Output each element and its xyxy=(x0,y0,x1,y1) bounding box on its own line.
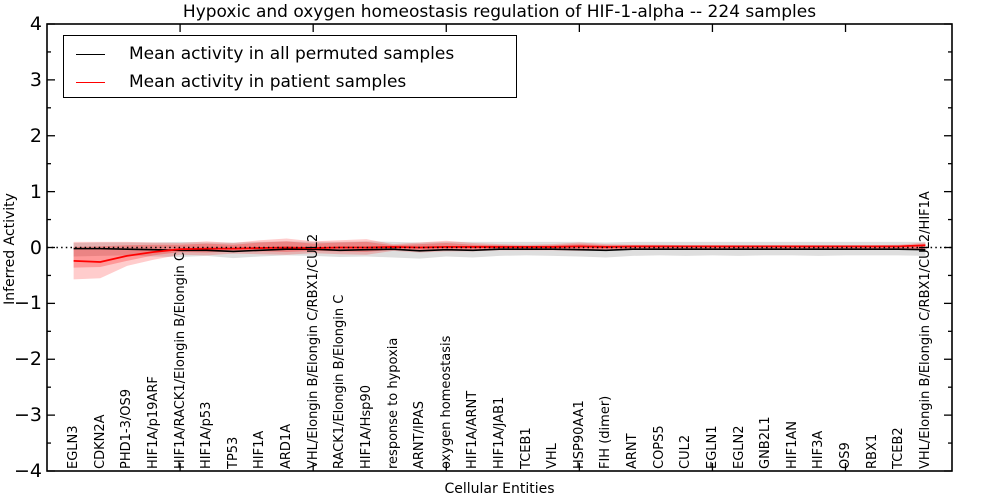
x-category-label: ARNT/IPAS xyxy=(412,401,428,469)
x-category-label: CDKN2A xyxy=(92,414,108,469)
x-category-label: GNB2L1 xyxy=(758,416,774,469)
x-category-label: PHD1-3/OS9 xyxy=(119,389,135,469)
x-category-label: HIF1A/RACK1/Elongin B/Elongin C xyxy=(172,252,188,469)
permuted-line-swatch xyxy=(76,53,105,55)
x-category-label: HIF1A/Hsp90 xyxy=(358,385,374,469)
x-category-label: EGLN1 xyxy=(704,425,720,469)
y-tick-label: 0 xyxy=(29,236,42,259)
y-tick-label: 2 xyxy=(29,124,42,147)
x-category-label: CUL2 xyxy=(678,434,694,469)
x-category-label: HIF3A xyxy=(811,430,827,469)
x-axis-label: Cellular Entities xyxy=(444,481,555,497)
x-category-label: VHL xyxy=(545,443,561,469)
patient-line-swatch xyxy=(76,81,105,83)
legend: Mean activity in all permuted samples Me… xyxy=(63,35,517,98)
x-category-label: EGLN2 xyxy=(731,425,747,469)
permuted-mean-line xyxy=(73,247,926,253)
x-category-label: ARNT xyxy=(625,433,641,469)
x-category-label: OS9 xyxy=(838,442,854,469)
x-category-label: ARD1A xyxy=(279,423,295,469)
x-category-label: TCEB2 xyxy=(891,427,907,469)
legend-label: Mean activity in patient samples xyxy=(129,72,407,92)
x-category-label: VHL/Elongin B/Elongin C/RBX1/CUL2/HIF1A xyxy=(917,191,933,469)
x-category-label: TP53 xyxy=(225,436,241,469)
y-tick-label: −2 xyxy=(13,348,42,371)
y-tick-label: −3 xyxy=(13,404,42,427)
x-category-label: FIH (dimer) xyxy=(598,395,614,469)
x-category-label: HIF1A xyxy=(252,430,268,469)
x-category-label: RBX1 xyxy=(864,433,880,469)
x-category-label: response to hypoxia xyxy=(385,337,401,469)
legend-entry-patient: Mean activity in patient samples xyxy=(76,69,516,95)
x-category-label: VHL/Elongin B/Elongin C/RBX1/CUL2 xyxy=(305,233,321,469)
x-category-label: HIF1AN xyxy=(784,421,800,469)
x-category-label: HIF1A/p19ARF xyxy=(145,376,161,469)
x-category-label: oxygen homeostasis xyxy=(438,335,454,469)
legend-entry-permuted: Mean activity in all permuted samples xyxy=(76,41,516,67)
y-tick-label: 1 xyxy=(29,180,42,203)
x-category-label: COPS5 xyxy=(651,425,667,469)
x-category-label: HIF1A/JAB1 xyxy=(492,396,507,469)
y-tick-label: −1 xyxy=(13,292,42,315)
y-tick-label: −4 xyxy=(13,460,42,482)
y-tick-label: 3 xyxy=(29,68,42,91)
x-category-label: HIF1A/p53 xyxy=(199,401,215,469)
x-category-label: HIF1A/ARNT xyxy=(465,390,481,469)
legend-label: Mean activity in all permuted samples xyxy=(129,44,455,64)
x-category-label: TCEB1 xyxy=(518,427,534,469)
x-category-label: RACK1/Elongin B/Elongin C xyxy=(332,294,348,469)
y-tick-label: 4 xyxy=(29,13,42,35)
x-category-label: EGLN3 xyxy=(66,425,82,469)
chart-title: Hypoxic and oxygen homeostasis regulatio… xyxy=(182,2,817,22)
x-category-label: HSP90AA1 xyxy=(571,400,587,469)
